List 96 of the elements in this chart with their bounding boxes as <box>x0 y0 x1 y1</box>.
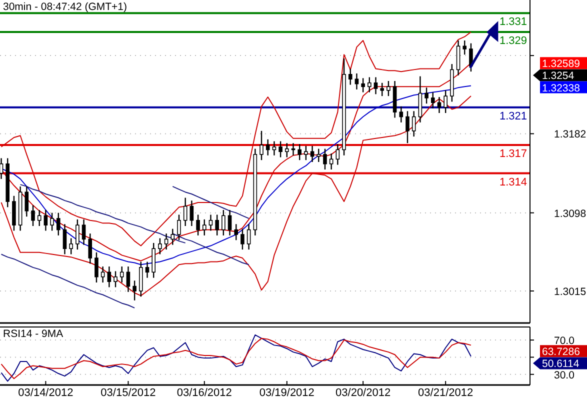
candlestick <box>94 252 98 284</box>
text: 1.32589 <box>542 58 580 70</box>
candlestick <box>50 212 54 232</box>
candlestick <box>272 140 276 156</box>
candlestick <box>310 145 314 163</box>
y-tick-label: 1.3182 <box>554 128 586 141</box>
candlestick <box>462 40 467 56</box>
x-tick-label: 03/14/2012 <box>18 387 74 397</box>
candlestick <box>76 218 80 250</box>
candlestick <box>183 197 188 227</box>
text: 1.32338 <box>542 82 580 94</box>
candlestick <box>69 238 73 255</box>
candlestick <box>323 148 327 170</box>
x-tick-label: 03/21/2012 <box>418 387 474 397</box>
candlestick <box>399 106 404 124</box>
candlestick <box>37 209 42 227</box>
candlestick <box>222 209 226 236</box>
candlestick <box>100 266 105 284</box>
candlestick <box>158 238 162 255</box>
candlestick <box>120 266 124 284</box>
candlestick <box>202 218 206 236</box>
candlestick <box>348 68 352 86</box>
candlestick <box>406 110 410 144</box>
line-series <box>20 184 186 244</box>
candlestick <box>164 232 168 250</box>
x-tick-label: 03/15/2012 <box>100 387 156 397</box>
candlestick <box>437 96 442 114</box>
candlestick <box>304 145 308 161</box>
candlestick <box>132 280 136 301</box>
text: 63.7286 <box>542 346 580 358</box>
candlestick <box>266 138 270 156</box>
candlestick <box>260 130 264 161</box>
candlestick <box>430 92 435 109</box>
candlestick <box>469 42 473 72</box>
candlestick <box>234 224 238 241</box>
ref-line-label: 1.329 <box>499 35 527 48</box>
chart-title: RSI14 - 9MA <box>3 328 64 340</box>
candlestick <box>386 80 390 97</box>
candlestick <box>139 261 143 298</box>
candlestick <box>177 214 181 241</box>
candlestick <box>88 232 92 264</box>
candlestick <box>285 142 289 158</box>
candlestick <box>12 195 16 232</box>
ref-line-label: 1.317 <box>499 148 527 160</box>
candlestick <box>228 209 232 236</box>
candlestick <box>456 40 460 76</box>
candlestick <box>44 209 48 232</box>
x-tick-label: 03/20/2012 <box>336 387 391 397</box>
candlestick <box>298 143 302 161</box>
candlestick <box>412 110 416 138</box>
candlestick <box>246 224 251 250</box>
chart-title: 30min - 08:47:42 (GMT+1) <box>3 1 128 13</box>
candlestick <box>418 76 422 124</box>
ref-line-label: 1.331 <box>499 16 527 28</box>
candlestick <box>361 78 365 93</box>
candlestick <box>240 228 244 250</box>
x-tick-label: 03/19/2012 <box>259 387 314 397</box>
candlestick <box>329 152 334 170</box>
candlestick <box>208 214 213 232</box>
candlestick <box>368 76 372 93</box>
candlestick <box>336 143 340 166</box>
candlestick <box>24 186 29 218</box>
line-series <box>0 32 472 246</box>
candlestick <box>215 214 219 236</box>
text: 50.6114 <box>542 358 580 370</box>
candlestick <box>354 72 359 90</box>
candlestick <box>31 204 35 227</box>
candlestick <box>380 82 384 97</box>
line-series <box>172 233 250 266</box>
candlestick <box>170 228 175 246</box>
candlestick <box>152 242 156 278</box>
y-tick-label: 1.3098 <box>554 208 586 220</box>
line-series <box>172 186 250 219</box>
candlestick <box>316 148 321 163</box>
x-tick-label: 03/16/2012 <box>176 387 232 397</box>
candlestick <box>444 90 448 114</box>
y-tick-label: 70.0 <box>554 335 575 348</box>
line-series <box>0 254 136 308</box>
candlestick <box>424 86 428 104</box>
ref-line-label: 1.321 <box>499 110 527 122</box>
candlestick <box>114 270 118 288</box>
y-tick-label: 30.0 <box>554 369 575 382</box>
candlestick <box>196 214 200 236</box>
candlestick <box>190 200 194 227</box>
line-series <box>0 96 472 296</box>
candlestick <box>62 224 67 255</box>
ref-line-label: 1.314 <box>499 176 527 188</box>
candlestick <box>278 140 282 158</box>
y-tick-label: 1.3015 <box>554 286 586 298</box>
candlestick <box>126 266 130 293</box>
candlestick <box>56 212 60 236</box>
candlestick <box>374 76 378 95</box>
text: 1.3254 <box>542 70 574 82</box>
candlestick <box>107 266 112 288</box>
candlestick <box>82 218 86 246</box>
candlestick <box>145 261 150 278</box>
